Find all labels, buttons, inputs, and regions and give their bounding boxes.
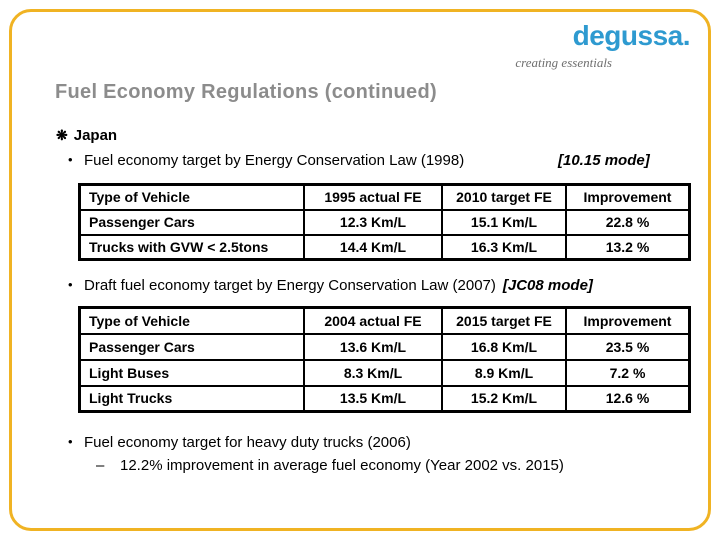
degussa-logo: degussa.: [572, 20, 691, 51]
col-header-target: 2015 target FE: [441, 306, 567, 335]
cell-actual: 13.6 Km/L: [303, 332, 443, 361]
col-header-actual: 1995 actual FE: [303, 183, 443, 211]
table-header-row: Type of Vehicle 2004 actual FE 2015 targ…: [78, 306, 691, 335]
cell-actual: 8.3 Km/L: [303, 358, 443, 387]
logo-tagline: creating essentials: [515, 55, 612, 70]
sub-bullet-improvement: –12.2% improvement in average fuel econo…: [96, 457, 564, 474]
bullet-text: Draft fuel economy target by Energy Cons…: [84, 277, 496, 294]
section-heading-japan: ❋ Japan: [56, 127, 117, 144]
cell-vehicle: Passenger Cars: [78, 208, 305, 236]
fe-table-2007: Type of Vehicle 2004 actual FE 2015 targ…: [78, 306, 691, 413]
cell-target: 8.9 Km/L: [441, 358, 567, 387]
cell-target: 15.1 Km/L: [441, 208, 567, 236]
table-header-row: Type of Vehicle 1995 actual FE 2010 targ…: [78, 183, 691, 211]
col-header-improvement: Improvement: [565, 306, 691, 335]
table-row: Light Trucks 13.5 Km/L 15.2 Km/L 12.6 %: [78, 384, 691, 413]
mode-label-jc08: [JC08 mode]: [502, 277, 593, 294]
cell-target: 16.8 Km/L: [441, 332, 567, 361]
bullet-fe-target-2007: • Draft fuel economy target by Energy Con…: [68, 277, 593, 294]
bullet-heavy-duty-trucks: • Fuel economy target for heavy duty truc…: [68, 434, 411, 451]
col-header-vehicle: Type of Vehicle: [78, 183, 305, 211]
cell-vehicle: Light Trucks: [78, 384, 305, 413]
col-header-target: 2010 target FE: [441, 183, 567, 211]
cell-vehicle: Trucks with GVW < 2.5tons: [78, 233, 305, 261]
col-header-actual: 2004 actual FE: [303, 306, 443, 335]
cell-improvement: 12.6 %: [565, 384, 691, 413]
cell-improvement: 22.8 %: [565, 208, 691, 236]
bullet-fe-target-1998: • Fuel economy target by Energy Conservat…: [68, 152, 650, 169]
table-row: Trucks with GVW < 2.5tons 14.4 Km/L 16.3…: [78, 233, 691, 261]
cell-vehicle: Passenger Cars: [78, 332, 305, 361]
logo: degussa. creating essentials: [515, 20, 691, 71]
table-row: Passenger Cars 13.6 Km/L 16.8 Km/L 23.5 …: [78, 332, 691, 361]
sub-bullet-text: 12.2% improvement in average fuel econom…: [120, 457, 564, 474]
mode-label-1015: [10.15 mode]: [558, 152, 650, 169]
cell-actual: 14.4 Km/L: [303, 233, 443, 261]
bullet-text: Fuel economy target by Energy Conservati…: [84, 152, 465, 169]
bullet-text: Fuel economy target for heavy duty truck…: [84, 434, 411, 451]
cell-actual: 12.3 Km/L: [303, 208, 443, 236]
bullet-dot-icon: •: [68, 434, 73, 449]
cell-vehicle: Light Buses: [78, 358, 305, 387]
cell-improvement: 13.2 %: [565, 233, 691, 261]
dash-bullet-icon: –: [96, 457, 105, 474]
fe-table-1998: Type of Vehicle 1995 actual FE 2010 targ…: [78, 183, 691, 261]
cell-actual: 13.5 Km/L: [303, 384, 443, 413]
japan-label: Japan: [73, 127, 118, 144]
flower-bullet-icon: ❋: [56, 127, 68, 143]
cell-target: 16.3 Km/L: [441, 233, 567, 261]
slide-title: Fuel Economy Regulations (continued): [55, 81, 437, 103]
table-row: Passenger Cars 12.3 Km/L 15.1 Km/L 22.8 …: [78, 208, 691, 236]
col-header-vehicle: Type of Vehicle: [78, 306, 305, 335]
bullet-dot-icon: •: [68, 277, 73, 292]
bullet-dot-icon: •: [68, 152, 73, 167]
col-header-improvement: Improvement: [565, 183, 691, 211]
cell-improvement: 23.5 %: [565, 332, 691, 361]
cell-target: 15.2 Km/L: [441, 384, 567, 413]
cell-improvement: 7.2 %: [565, 358, 691, 387]
table-row: Light Buses 8.3 Km/L 8.9 Km/L 7.2 %: [78, 358, 691, 387]
